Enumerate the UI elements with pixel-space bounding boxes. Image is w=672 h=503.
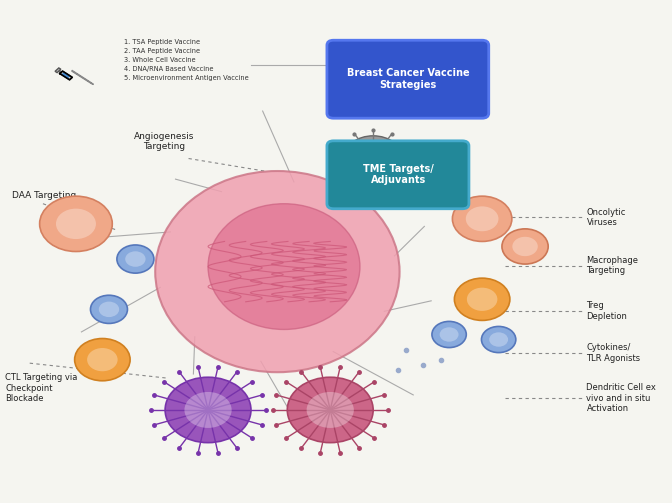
- Circle shape: [466, 206, 499, 231]
- Circle shape: [489, 332, 508, 347]
- Circle shape: [75, 339, 130, 381]
- Circle shape: [165, 377, 251, 443]
- Text: TME Targets/
Adjuvants: TME Targets/ Adjuvants: [363, 164, 433, 185]
- Text: CTL Targeting via
Checkpoint
Blockade: CTL Targeting via Checkpoint Blockade: [5, 373, 78, 403]
- Circle shape: [306, 392, 354, 428]
- Circle shape: [343, 136, 403, 181]
- Text: 1. TSA Peptide Vaccine
2. TAA Peptide Vaccine
3. Whole Cell Vaccine
4. DNA/RNA B: 1. TSA Peptide Vaccine 2. TAA Peptide Va…: [124, 39, 249, 81]
- Circle shape: [91, 295, 128, 323]
- Text: Oncolytic
Viruses: Oncolytic Viruses: [587, 208, 626, 227]
- Ellipse shape: [155, 171, 400, 372]
- Circle shape: [481, 326, 516, 353]
- Text: Macrophage
Targeting: Macrophage Targeting: [587, 256, 638, 275]
- Text: Treg
Depletion: Treg Depletion: [587, 301, 628, 320]
- Circle shape: [439, 327, 458, 342]
- Text: Dendritic Cell ex
vivo and in situ
Activation: Dendritic Cell ex vivo and in situ Activ…: [587, 383, 657, 413]
- Ellipse shape: [208, 204, 360, 329]
- Circle shape: [454, 278, 510, 320]
- Circle shape: [502, 229, 548, 264]
- Text: Angiogenesis
Targeting: Angiogenesis Targeting: [134, 131, 194, 151]
- Circle shape: [184, 392, 232, 428]
- Text: Breast Cancer Vaccine
Strategies: Breast Cancer Vaccine Strategies: [347, 68, 470, 90]
- Circle shape: [512, 237, 538, 256]
- FancyBboxPatch shape: [327, 141, 469, 209]
- Text: DAA Targeting: DAA Targeting: [12, 191, 76, 200]
- Circle shape: [40, 196, 112, 252]
- Polygon shape: [60, 71, 73, 80]
- Polygon shape: [55, 68, 61, 72]
- Circle shape: [125, 252, 146, 267]
- Circle shape: [56, 209, 96, 239]
- Circle shape: [288, 377, 373, 443]
- Circle shape: [99, 302, 119, 317]
- Circle shape: [432, 321, 466, 348]
- Polygon shape: [57, 70, 62, 73]
- Text: Cytokines/
TLR Agonists: Cytokines/ TLR Agonists: [587, 344, 640, 363]
- Polygon shape: [62, 72, 70, 78]
- Circle shape: [87, 348, 118, 371]
- Polygon shape: [72, 70, 93, 85]
- Circle shape: [452, 196, 512, 241]
- Circle shape: [467, 288, 497, 311]
- Circle shape: [117, 245, 154, 273]
- FancyBboxPatch shape: [327, 40, 489, 118]
